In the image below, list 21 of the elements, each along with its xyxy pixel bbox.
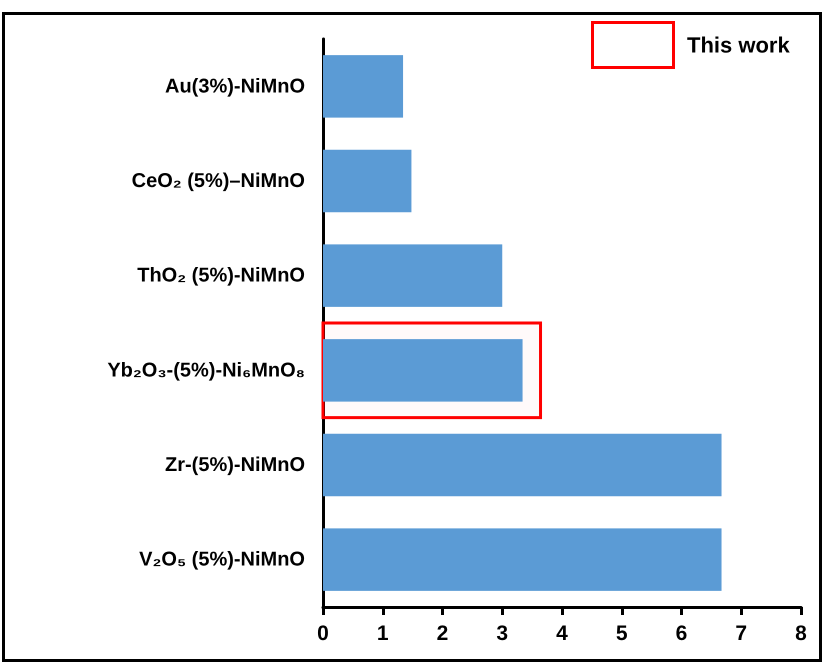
y-tick-label: CeO₂ (5%)–NiMnO — [132, 170, 305, 192]
x-tick-label: 4 — [556, 622, 568, 645]
y-tick-label: ThO₂ (5%)-NiMnO — [137, 264, 305, 287]
x-tick-label: 3 — [496, 622, 508, 645]
y-tick-label: Zr-(5%)-NiMnO — [165, 454, 305, 476]
x-tick-label: 0 — [317, 622, 329, 645]
x-tick-label: 5 — [616, 622, 628, 645]
x-tick-label: 2 — [436, 622, 448, 645]
bar — [323, 244, 502, 307]
x-tick-label: 8 — [795, 622, 808, 645]
x-tick-label: 1 — [376, 622, 389, 645]
bar — [323, 528, 722, 591]
bar — [323, 150, 412, 212]
y-tick-label: Yb₂O₃-(5%)-Ni₆MnO₈ — [107, 359, 305, 382]
x-tick-label: 6 — [676, 622, 688, 645]
x-tick-label: 7 — [735, 622, 748, 645]
legend-label: This work — [687, 32, 790, 58]
bar — [323, 55, 404, 118]
y-tick-label: V₂O₅ (5%)-NiMnO — [139, 548, 305, 571]
y-tick-label: Au(3%)-NiMnO — [165, 75, 305, 98]
bar — [323, 434, 722, 496]
